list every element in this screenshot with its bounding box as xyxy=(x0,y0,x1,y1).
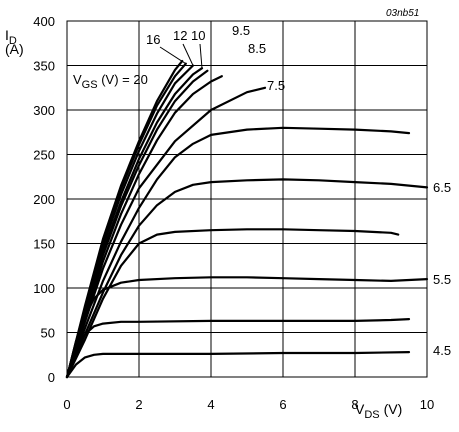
y-axis-unit: (A) xyxy=(5,41,24,57)
legend-title-suffix: (V) = 20 xyxy=(98,72,148,87)
y-tick-label: 0 xyxy=(48,370,55,385)
y-tick-label: 350 xyxy=(33,59,55,74)
y-tick-label: 150 xyxy=(33,237,55,252)
leader-line xyxy=(199,43,203,69)
y-axis-subscript: D xyxy=(9,35,17,47)
legend-title-subscript: GS xyxy=(82,79,98,91)
x-tick-label: 6 xyxy=(279,397,286,412)
curves xyxy=(65,59,429,379)
x-tick-label: 0 xyxy=(63,397,70,412)
series-line-unlabeled xyxy=(65,228,400,379)
curve-label-10: 10 xyxy=(191,28,205,43)
curve-label-12: 12 xyxy=(173,28,187,43)
y-tick-label: 250 xyxy=(33,148,55,163)
series-line-unlabeled xyxy=(65,318,411,379)
y-tick-labels: 0 50 100 150 200 250 300 350 400 xyxy=(33,14,55,385)
series-line-5-5 xyxy=(65,276,429,379)
x-axis-title: VDS (V) xyxy=(355,401,402,421)
x-tick-label: 4 xyxy=(207,397,214,412)
y-tick-label: 300 xyxy=(33,103,55,118)
leader-line xyxy=(159,46,187,65)
x-axis-subscript: DS xyxy=(364,409,379,421)
curve-labels: 16 12 10 9.5 8.5 7.5 6.5 5.5 4.5 xyxy=(146,23,451,358)
y-tick-label: 100 xyxy=(33,281,55,296)
curve-label-16: 16 xyxy=(146,32,160,47)
label-leader-lines xyxy=(159,43,203,69)
curve-label-8-5: 8.5 xyxy=(248,41,266,56)
y-axis-symbol: I xyxy=(5,27,9,43)
y-axis-title: ID xyxy=(5,27,17,47)
x-tick-label: 2 xyxy=(135,397,142,412)
y-tick-label: 50 xyxy=(41,326,55,341)
legend-title: VGS (V) = 20 xyxy=(73,72,148,91)
series-line-8-5 xyxy=(65,75,223,379)
leader-line xyxy=(182,43,194,66)
series-line-4-5 xyxy=(65,351,411,379)
series-line-6-5 xyxy=(65,178,429,379)
x-axis-unit: (V) xyxy=(384,401,403,417)
x-axis-symbol: V xyxy=(355,401,365,417)
curve-label-6-5: 6.5 xyxy=(433,180,451,195)
y-tick-label: 200 xyxy=(33,192,55,207)
series-line-9-5 xyxy=(65,69,209,379)
x-tick-label: 8 xyxy=(351,397,358,412)
document-id: 03nb51 xyxy=(386,8,419,19)
curve-label-9-5: 9.5 xyxy=(232,23,250,38)
curve-label-7-5: 7.5 xyxy=(267,78,285,93)
x-tick-labels: 0 2 4 6 8 10 xyxy=(63,397,434,412)
series-line-unlabeled xyxy=(65,126,411,379)
curve-label-4-5: 4.5 xyxy=(433,343,451,358)
x-tick-label: 10 xyxy=(420,397,434,412)
y-tick-label: 400 xyxy=(33,14,55,29)
legend-title-prefix: V xyxy=(73,72,82,87)
curve-label-5-5: 5.5 xyxy=(433,272,451,287)
